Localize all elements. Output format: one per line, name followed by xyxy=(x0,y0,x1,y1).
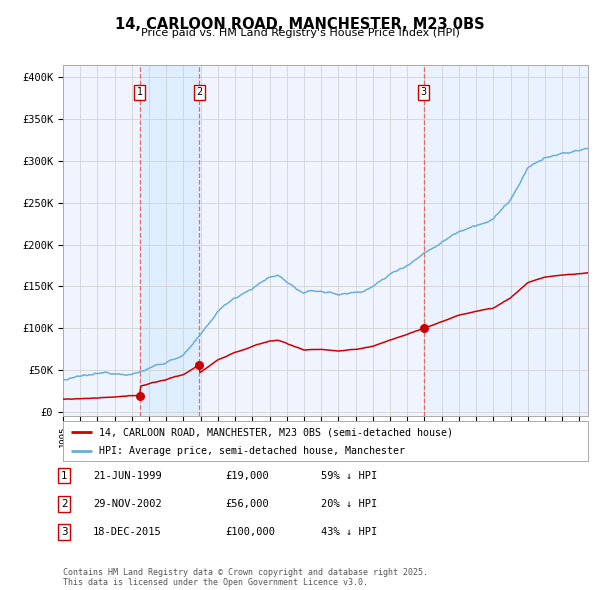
Text: 2: 2 xyxy=(61,499,68,509)
Text: 29-NOV-2002: 29-NOV-2002 xyxy=(93,499,162,509)
Text: 1: 1 xyxy=(137,87,143,97)
Text: 1: 1 xyxy=(61,471,68,480)
Text: 21-JUN-1999: 21-JUN-1999 xyxy=(93,471,162,480)
Text: 3: 3 xyxy=(421,87,427,97)
Text: 59% ↓ HPI: 59% ↓ HPI xyxy=(321,471,377,480)
Text: Price paid vs. HM Land Registry's House Price Index (HPI): Price paid vs. HM Land Registry's House … xyxy=(140,28,460,38)
Text: 3: 3 xyxy=(61,527,68,537)
Text: 20% ↓ HPI: 20% ↓ HPI xyxy=(321,499,377,509)
Text: £56,000: £56,000 xyxy=(225,499,269,509)
Text: £19,000: £19,000 xyxy=(225,471,269,480)
Text: £100,000: £100,000 xyxy=(225,527,275,537)
Text: 43% ↓ HPI: 43% ↓ HPI xyxy=(321,527,377,537)
Text: HPI: Average price, semi-detached house, Manchester: HPI: Average price, semi-detached house,… xyxy=(98,447,404,456)
Bar xyxy=(140,65,199,416)
Bar xyxy=(424,65,588,416)
Text: 18-DEC-2015: 18-DEC-2015 xyxy=(93,527,162,537)
Text: 2: 2 xyxy=(196,87,202,97)
Text: 14, CARLOON ROAD, MANCHESTER, M23 0BS (semi-detached house): 14, CARLOON ROAD, MANCHESTER, M23 0BS (s… xyxy=(98,427,453,437)
Text: Contains HM Land Registry data © Crown copyright and database right 2025.
This d: Contains HM Land Registry data © Crown c… xyxy=(63,568,428,587)
Text: 14, CARLOON ROAD, MANCHESTER, M23 0BS: 14, CARLOON ROAD, MANCHESTER, M23 0BS xyxy=(115,17,485,31)
